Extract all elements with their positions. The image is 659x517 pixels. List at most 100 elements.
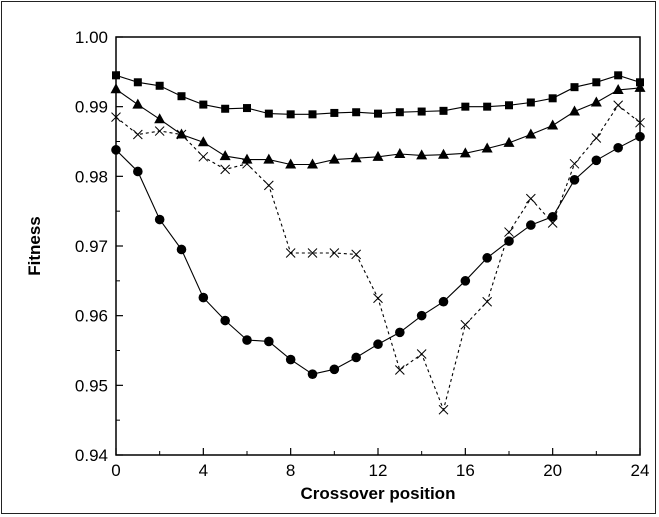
data-point-x — [132, 129, 143, 140]
data-point-x — [329, 248, 340, 258]
data-point-x — [351, 249, 362, 260]
data-point-x — [373, 293, 383, 304]
data-point-circle — [504, 236, 514, 246]
data-point-square — [548, 94, 557, 103]
data-point-square — [133, 78, 142, 87]
data-point-square — [199, 100, 208, 109]
x-tick-label: 20 — [543, 461, 562, 480]
series-triangle — [110, 81, 646, 169]
data-point-triangle — [503, 136, 515, 147]
data-point-square — [526, 98, 535, 107]
y-tick-label: 0.99 — [75, 98, 108, 117]
data-point-circle — [482, 253, 492, 263]
y-tick-label: 0.94 — [75, 446, 108, 465]
data-point-triangle — [569, 105, 580, 116]
series-square — [112, 71, 644, 119]
data-point-triangle — [154, 113, 166, 124]
data-point-square — [155, 81, 164, 90]
x-tick-label: 8 — [286, 461, 295, 480]
data-point-x — [220, 164, 231, 175]
data-point-circle — [526, 220, 536, 230]
data-point-square — [614, 71, 623, 80]
data-point-x — [504, 227, 514, 237]
data-point-circle — [176, 244, 187, 255]
x-tick-label: 12 — [369, 461, 388, 480]
x-tick-label: 24 — [631, 461, 650, 480]
x-tick-label: 4 — [199, 461, 208, 480]
data-point-circle — [460, 276, 471, 286]
data-point-triangle — [263, 153, 275, 164]
data-point-triangle — [394, 148, 406, 159]
data-point-triangle — [132, 98, 144, 109]
data-point-square — [330, 108, 339, 117]
data-point-square — [177, 92, 186, 101]
data-point-triangle — [176, 128, 187, 139]
data-point-circle — [547, 211, 558, 222]
data-point-triangle — [438, 148, 449, 159]
data-point-x — [242, 158, 252, 169]
data-point-triangle — [219, 150, 231, 161]
data-point-circle — [569, 175, 580, 185]
data-point-circle — [198, 292, 209, 303]
data-point-square — [570, 83, 579, 92]
data-point-circle — [395, 327, 405, 338]
data-point-triangle — [285, 158, 297, 169]
data-point-square — [243, 104, 251, 113]
data-point-x — [198, 151, 209, 162]
data-point-x — [482, 296, 493, 307]
data-point-circle — [591, 155, 602, 166]
y-tick-label: 0.95 — [75, 376, 108, 395]
data-point-circle — [220, 315, 230, 326]
data-point-circle — [133, 166, 143, 177]
data-point-x — [416, 349, 427, 359]
data-point-triangle — [350, 152, 362, 163]
y-tick-label: 1.00 — [75, 28, 108, 47]
plot-area-border — [115, 36, 641, 456]
data-point-x — [525, 193, 536, 204]
data-point-square — [308, 110, 317, 119]
data-point-circle — [329, 364, 340, 375]
y-tick-label: 0.98 — [75, 167, 108, 186]
data-point-x — [394, 365, 405, 375]
data-point-x — [285, 248, 296, 258]
data-point-x — [460, 319, 471, 330]
data-point-triangle — [612, 83, 624, 94]
data-point-triangle — [481, 142, 493, 153]
y-tick-label: 0.96 — [75, 307, 108, 326]
y-axis-title: Fitness — [25, 216, 44, 276]
x-axis-title: Crossover position — [301, 484, 456, 503]
data-point-triangle — [197, 136, 209, 147]
x-tick-label: 0 — [111, 461, 120, 480]
data-point-triangle — [328, 153, 340, 164]
data-point-x — [613, 100, 624, 111]
data-point-triangle — [459, 147, 471, 158]
data-point-square — [592, 78, 601, 87]
data-point-circle — [373, 339, 383, 350]
data-point-circle — [351, 352, 361, 363]
data-point-x — [569, 158, 580, 169]
data-point-x — [154, 126, 165, 136]
data-point-square — [221, 104, 230, 113]
data-point-square — [395, 108, 404, 117]
data-point-square — [461, 102, 470, 111]
data-point-triangle — [590, 96, 602, 107]
y-tick-label: 0.97 — [75, 237, 108, 256]
data-point-triangle — [372, 150, 384, 161]
data-point-circle — [613, 142, 623, 153]
data-point-circle — [307, 369, 318, 379]
data-point-x — [591, 133, 602, 143]
data-point-square — [505, 101, 513, 110]
data-point-circle — [242, 335, 252, 345]
x-tick-label: 16 — [456, 461, 475, 480]
data-point-triangle — [525, 128, 537, 139]
data-point-circle — [285, 354, 296, 365]
series-line — [115, 136, 641, 375]
data-point-square — [439, 106, 448, 115]
series-circle — [111, 131, 645, 379]
data-point-x — [176, 129, 187, 140]
data-point-square — [352, 108, 361, 117]
data-point-circle — [438, 296, 449, 307]
data-point-square — [264, 109, 273, 118]
